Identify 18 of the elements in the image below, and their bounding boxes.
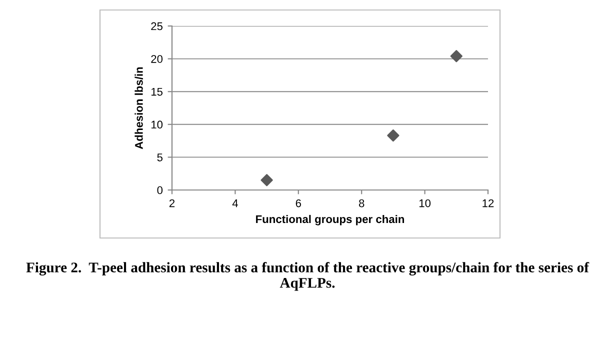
point — [260, 174, 273, 186]
y-tick-label: 15 — [151, 88, 163, 96]
y-tick-label: 0 — [157, 186, 163, 194]
y-axis-title: Adhesion lbs/in — [134, 67, 143, 150]
y-tick-label: 25 — [151, 22, 163, 30]
x-tick-label: 4 — [232, 199, 238, 208]
point — [387, 129, 400, 142]
x-tick-label: 2 — [169, 199, 175, 208]
x-tick-label: 12 — [482, 199, 494, 208]
y-tick-label: 20 — [151, 55, 163, 63]
point — [450, 50, 462, 62]
y-tick-label: 5 — [157, 154, 163, 162]
x-axis-title: Functional groups per chain — [256, 214, 404, 226]
y-tick-label: 10 — [151, 120, 163, 129]
caption: Figure 2. T-peel adhesion results as a function of the reactive groups/chain for the series of AqFLPs. — [26, 262, 590, 291]
x-tick-label: 10 — [419, 199, 431, 208]
x-tick-label: 6 — [296, 199, 301, 208]
x-tick-label: 8 — [358, 199, 364, 208]
